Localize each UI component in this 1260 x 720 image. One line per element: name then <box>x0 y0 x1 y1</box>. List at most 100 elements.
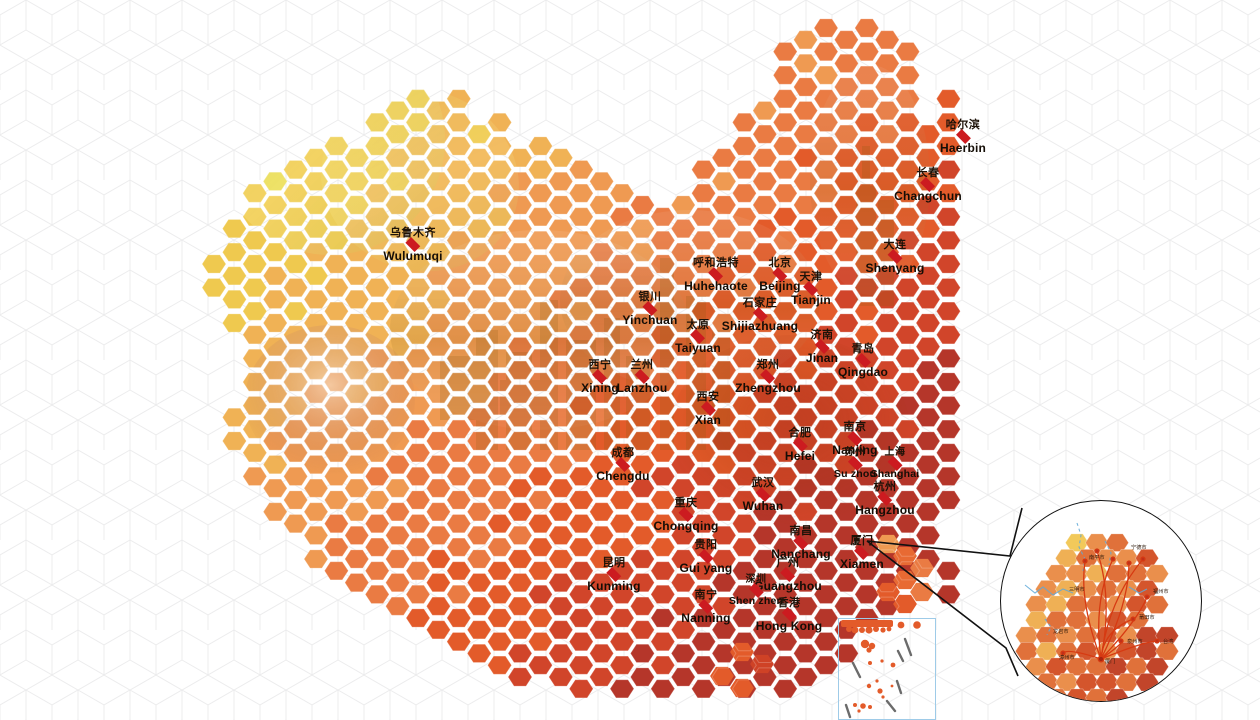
city-label-shanghai[interactable]: 上海 Shanghai <box>871 448 920 480</box>
city-label-hangzhou[interactable]: 杭州 Hangzhou <box>855 482 915 517</box>
hex-tile-seam <box>262 266 288 286</box>
hex-tile-seam <box>425 242 451 262</box>
hex-tile-seam <box>874 77 900 97</box>
city-label-nanning[interactable]: 南宁 Nanning <box>681 590 730 625</box>
hex-tile <box>691 538 716 557</box>
hex-tile-seam <box>344 549 370 569</box>
hex-tile-seam <box>813 89 839 109</box>
hex-tile-seam <box>262 478 288 498</box>
hex-tile-seam <box>323 466 349 486</box>
hex-tile <box>406 538 430 557</box>
hex-tile-seam <box>487 561 513 581</box>
city-label-hong-kong[interactable]: 香港 Hong Kong <box>756 598 822 633</box>
hex-tile-seam <box>385 148 411 168</box>
city-name-cn: 西安 <box>696 391 720 403</box>
hex-tile <box>569 514 594 533</box>
hex-tile-seam <box>731 490 757 510</box>
hex-tile-seam <box>609 608 635 628</box>
city-label-xian[interactable]: 西安 Xian <box>695 391 721 427</box>
hex-tile-seam <box>629 525 655 545</box>
city-name-cn: 呼和浩特 <box>693 257 739 269</box>
hex-tile <box>650 514 675 533</box>
city-label-shen-zhen[interactable]: 深圳 Shen zhen <box>729 575 783 607</box>
city-label-shenyang[interactable]: 大连 Shenyang <box>866 240 925 275</box>
hex-tile-seam <box>303 360 329 380</box>
hex-tile-seam <box>364 183 390 203</box>
hex-tile-seam <box>813 42 839 62</box>
hex-tile-seam <box>425 101 451 121</box>
hex-tile-seam <box>874 596 900 616</box>
city-label-yinchuan[interactable]: 银川 Yinchuan <box>622 292 677 327</box>
hex-tile-seam <box>323 183 349 203</box>
hex-tile <box>732 136 757 156</box>
hex-tile-seam <box>527 207 553 227</box>
hex-tile-seam <box>262 407 288 427</box>
hex-tile-seam <box>385 101 411 121</box>
hex-tile <box>569 184 594 203</box>
hex-tile-seam <box>711 313 737 333</box>
hex-tile <box>202 254 226 274</box>
city-label-gui-yang[interactable]: 贵阳 Gui yang <box>680 540 733 575</box>
city-label-beijing[interactable]: 北京 Beijing <box>759 258 800 293</box>
city-label-lanzhou[interactable]: 兰州 Lanzhou <box>617 360 668 395</box>
city-label-huhehaote[interactable]: 呼和浩特 Huhehaote <box>684 257 748 293</box>
city-label-wulumuqi[interactable]: 乌鲁木齐 Wulumuqi <box>383 228 442 263</box>
city-label-guangzhou[interactable]: 广州 Guangzhou <box>754 558 822 593</box>
hex-tile-seam <box>425 289 451 309</box>
city-label-taiyuan[interactable]: 太原 Taiyuan <box>675 320 721 355</box>
hex-tile-seam <box>895 112 921 132</box>
hex-tile-seam <box>895 396 921 416</box>
hex-tile-seam <box>731 608 757 628</box>
hex-tile-seam <box>323 537 349 557</box>
city-label-su-zhou[interactable]: 苏州 Su zhou <box>834 448 876 480</box>
city-label-xiamen[interactable]: 厦门 Xiamen <box>840 536 884 571</box>
hex-tile-seam <box>650 679 676 699</box>
hex-tile-seam <box>507 384 533 404</box>
hex-tile-seam <box>323 160 349 180</box>
magnifier-inset-fujian[interactable]: 南平市 宁德市 福州市 三明市 莆田市 龙岩市 泉州市 漳州市 台湾 厦门 <box>1000 500 1202 702</box>
hex-tile-seam <box>793 77 819 97</box>
hex-tile <box>589 479 614 498</box>
hex-tile-seam <box>548 171 574 191</box>
fujian-city-label: 台湾 <box>1163 637 1173 645</box>
city-label-hefei[interactable]: 合肥 Hefei <box>785 428 815 463</box>
city-label-tianjin[interactable]: 天津 Tianjin <box>791 272 831 307</box>
hex-tile-seam <box>201 254 227 274</box>
hex-tile-seam <box>752 242 778 262</box>
city-label-chongqing[interactable]: 重庆 Chongqing <box>653 498 718 533</box>
hex-tile <box>385 266 410 285</box>
hex-tile <box>895 42 920 61</box>
hex-tile <box>752 101 777 120</box>
hex-tile-seam <box>507 478 533 498</box>
hex-tile <box>630 195 655 215</box>
hex-tile-seam <box>609 254 635 274</box>
hex-tile-seam <box>670 337 696 357</box>
hex-tile-seam <box>854 443 880 463</box>
flow-hub-dot <box>1097 655 1105 663</box>
hex-tile-seam <box>915 384 941 404</box>
hex-tile <box>671 526 696 545</box>
hex-tile-seam <box>609 278 635 298</box>
hex-tile-seam <box>691 419 717 439</box>
hex-tile-seam <box>772 112 798 132</box>
city-label-kunming[interactable]: 昆明 Kunming <box>587 558 640 593</box>
city-label-haerbin[interactable]: 哈尔滨 Haerbin <box>940 120 986 155</box>
city-label-wuhan[interactable]: 武汉 Wuhan <box>743 477 784 513</box>
hex-tile-seam <box>262 455 288 475</box>
hex-tile <box>365 561 390 580</box>
hex-tile-seam <box>303 289 329 309</box>
hex-tile-seam <box>935 230 961 250</box>
city-label-jinan[interactable]: 济南 Jinan <box>806 330 838 365</box>
city-label-shijiazhuang[interactable]: 石家庄 Shijiazhuang <box>722 298 798 333</box>
hex-tile-seam <box>242 372 268 392</box>
city-label-nanjing[interactable]: 南京 Nanjing <box>832 422 877 457</box>
city-label-chengdu[interactable]: 成都 Chengdu <box>596 448 649 483</box>
city-label-changchun[interactable]: 长春 Changchun <box>894 168 962 203</box>
city-label-qingdao[interactable]: 青岛 Qingdao <box>838 344 888 379</box>
hex-tile <box>773 632 798 651</box>
city-label-xining[interactable]: 西宁 Xining <box>581 360 619 395</box>
city-name-cn: 武汉 <box>751 477 775 489</box>
hex-tile-seam <box>772 207 798 227</box>
city-label-zhengzhou[interactable]: 郑州 Zhengzhou <box>735 360 801 395</box>
city-label-nanchang[interactable]: 南昌 Nanchang <box>771 526 831 561</box>
